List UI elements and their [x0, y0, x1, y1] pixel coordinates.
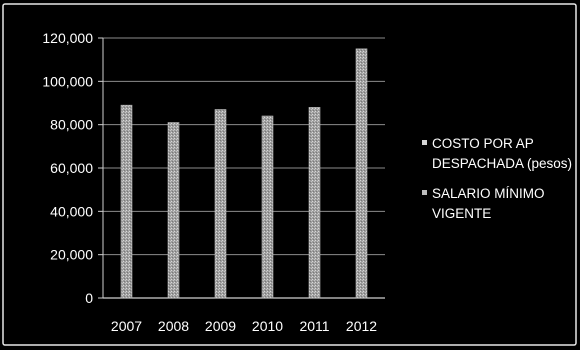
- bar-2009: [214, 109, 227, 299]
- x-tick-label-2011: 2011: [299, 318, 329, 334]
- legend: COSTO POR AP DESPACHADA (pesos)COSTO POR…: [422, 136, 572, 221]
- x-tick-label-2007: 2007: [111, 318, 142, 334]
- x-tick-label-2012: 2012: [346, 318, 377, 334]
- legend-marker-1: [422, 190, 427, 195]
- legend-entry-0-line-0: COSTO POR AP: [432, 136, 534, 151]
- gridlines: [103, 37, 385, 256]
- y-tick-label-2: 40,000: [50, 203, 93, 219]
- y-axis-tick-labels: 0 20,000 40,000 60,000 80,000 100,000 120,000: [42, 30, 93, 306]
- y-tick-label-3: 60,000: [50, 160, 93, 176]
- x-tick-label-2008: 2008: [158, 318, 189, 334]
- bar-2008: [167, 122, 180, 299]
- legend-entry-1-line-1: VIGENTE: [432, 206, 491, 221]
- x-tick-label-2010: 2010: [252, 318, 283, 334]
- legend-marker-0: [422, 140, 427, 145]
- y-tick-label-4: 80,000: [50, 117, 93, 133]
- chart-frame: [2, 3, 577, 346]
- bar-2007: [120, 104, 133, 299]
- bar-2012: [355, 48, 368, 299]
- y-tick-label-0: 0: [85, 290, 93, 306]
- x-tick-label-2009: 2009: [205, 318, 236, 334]
- axes: [98, 37, 385, 299]
- bar-series: [120, 48, 368, 299]
- legend-entry-1-line-0: SALARIO MÍNIMO: [432, 186, 545, 201]
- x-axis-tick-labels: 2007 2008 2009 2010 2011 2012: [111, 318, 377, 334]
- bar-2011: [308, 107, 321, 299]
- y-tick-label-1: 20,000: [50, 247, 93, 263]
- y-tick-label-5: 100,000: [42, 73, 93, 89]
- y-tick-label-6: 120,000: [42, 30, 93, 46]
- legend-entry-0-line-1: DESPACHADA (pesos): [432, 156, 572, 171]
- bar-2010: [261, 115, 274, 299]
